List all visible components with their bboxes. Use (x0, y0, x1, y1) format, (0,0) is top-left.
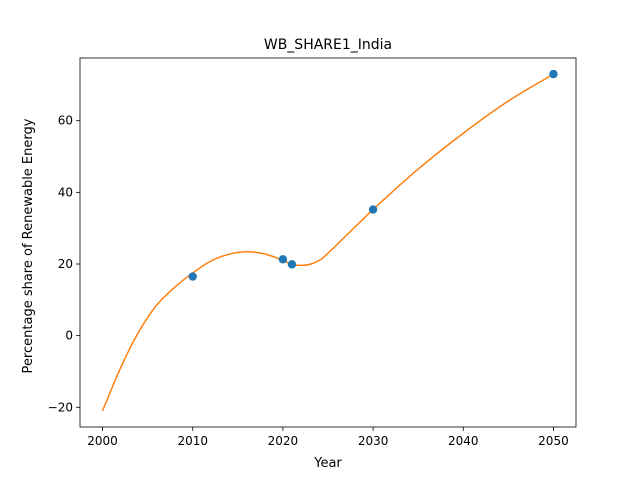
chart-title: WB_SHARE1_India (264, 37, 392, 53)
y-tick-label: −20 (48, 400, 73, 414)
x-tick-label: 2000 (87, 434, 118, 448)
x-tick-label: 2010 (177, 434, 208, 448)
y-tick-label: 0 (65, 329, 73, 343)
y-tick-label: 40 (58, 185, 73, 199)
x-tick-label: 2030 (358, 434, 389, 448)
axes-frame (79, 57, 577, 428)
data-point (278, 255, 288, 264)
data-point (549, 69, 558, 79)
y-axis-label: Percentage share of Renewable Energy (21, 118, 36, 373)
data-point (368, 205, 378, 214)
x-tick-label: 2040 (448, 434, 479, 448)
x-tick-label: 2020 (268, 434, 299, 448)
plot-area (101, 69, 558, 412)
y-tick-label: 60 (58, 114, 73, 128)
data-point (188, 272, 197, 281)
x-axis-label: Year (313, 456, 342, 471)
x-tick-label: 2050 (538, 434, 569, 448)
data-point (287, 260, 297, 269)
fit-curve (101, 73, 554, 412)
y-tick-label: 20 (58, 257, 73, 271)
